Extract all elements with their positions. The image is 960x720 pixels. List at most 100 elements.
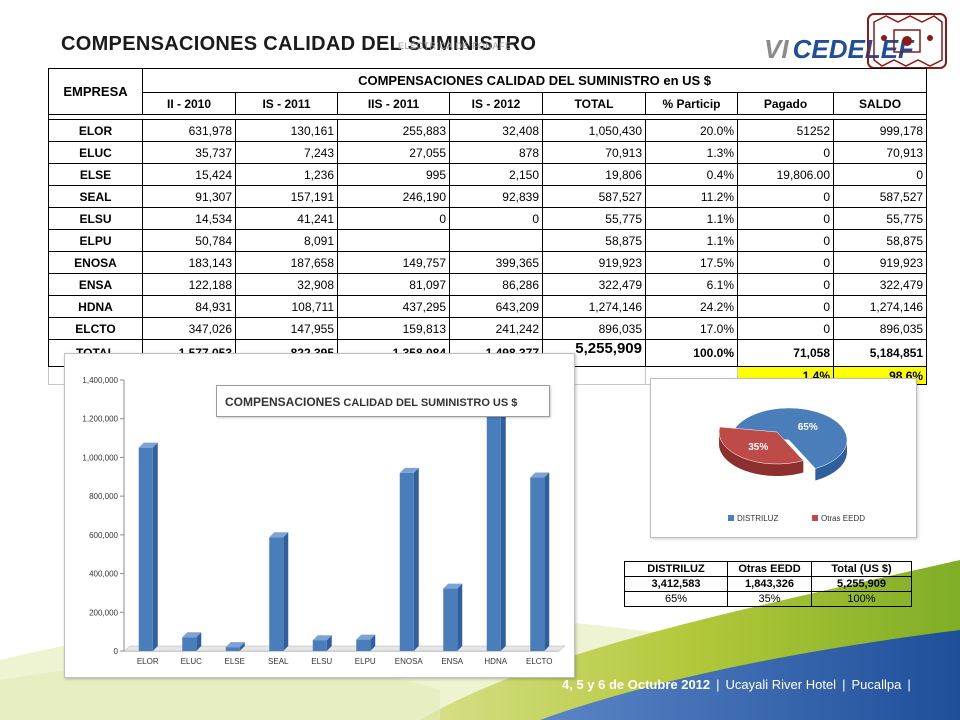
value-cell-c2: 147,955 — [235, 317, 338, 340]
y-tick-label: 200,000 — [89, 608, 118, 617]
value-cell-c1: 14,534 — [142, 207, 236, 230]
legend-swatch — [728, 515, 734, 521]
value-cell-c2: 130,161 — [235, 119, 338, 142]
value-cell-saldo: 0 — [832, 163, 928, 186]
bar-top — [312, 635, 332, 641]
summary-percent-row: 65% 35% 100% — [624, 591, 912, 607]
value-cell-pct: 11.2% — [645, 185, 738, 208]
value-cell-c2: 1,236 — [235, 163, 338, 186]
value-cell-c1: 91,307 — [142, 185, 236, 208]
empresa-cell: ELSU — [48, 207, 143, 230]
value-cell-pagado: 0 — [737, 229, 834, 252]
value-cell-c4: 2,150 — [449, 163, 543, 186]
value-cell-saldo: 587,527 — [832, 185, 928, 208]
empresa-cell: ELCTO — [48, 317, 143, 340]
table-row: ELUC 35,737 7,243 27,055 878 70,913 1.3% 0 70,91… — [48, 141, 928, 164]
bar-ensa — [443, 588, 458, 651]
x-tick-label: ELSE — [225, 657, 245, 666]
value-cell-total: 58,875 — [542, 229, 646, 252]
value-cell-c3: 437,295 — [337, 295, 450, 318]
value-cell-saldo: 896,035 — [832, 317, 928, 340]
bar-enosa — [399, 472, 414, 651]
bar-side — [239, 642, 245, 651]
y-tick-label: 600,000 — [89, 531, 118, 540]
bar-hdna — [486, 404, 501, 651]
value-cell-saldo: 58,875 — [832, 229, 928, 252]
x-tick-label: ENOSA — [395, 657, 424, 666]
bar-side — [152, 442, 158, 651]
value-cell-c2: 32,908 — [235, 273, 338, 296]
value-cell-pagado: 0 — [737, 141, 834, 164]
col-header: TOTAL — [542, 92, 646, 115]
value-cell-c3 — [337, 229, 450, 252]
pie-slice-otras-eedd — [718, 426, 804, 465]
header-group: COMPENSACIONES CALIDAD DEL SUMINISTRO en… — [141, 68, 928, 93]
empresa-cell: ELPU — [48, 229, 143, 252]
pie-value-label: 35% — [748, 442, 768, 453]
empresa-cell: ENSA — [48, 273, 143, 296]
summary-value: 3,412,583 — [624, 576, 728, 592]
bar-side — [326, 635, 332, 651]
value-cell-saldo: 999,178 — [832, 119, 928, 142]
value-cell-pagado: 0 — [737, 207, 834, 230]
value-cell-saldo: 70,913 — [832, 141, 928, 164]
pie-chart: 65% 35% DISTRILUZ Otras EEDD — [718, 407, 865, 523]
bar-side — [370, 634, 376, 651]
summary-header: Otras EEDD — [727, 561, 812, 577]
value-cell-c4: 241,242 — [449, 317, 543, 340]
emblem-icon — [867, 13, 947, 69]
summary-value: 1,843,326 — [727, 576, 812, 592]
value-cell-c4: 92,839 — [449, 185, 543, 208]
table-row: ENSA 122,188 32,908 81,097 86,286 322,479 6.1%… — [48, 273, 928, 296]
bar-side — [283, 532, 289, 651]
value-cell-c3: 246,190 — [337, 185, 450, 208]
x-tick-label: SEAL — [268, 657, 289, 666]
legend-label: Otras EEDD — [821, 514, 865, 523]
summary-value: 5,255,909 — [811, 576, 912, 592]
footer-city: Pucallpa — [851, 677, 902, 692]
bar-top — [138, 442, 158, 448]
value-cell-pct: 6.1% — [645, 273, 738, 296]
value-cell-pct: 20.0% — [645, 119, 738, 142]
bar-top — [530, 472, 550, 478]
value-cell-c1: 631,978 — [142, 119, 236, 142]
col-header: IS - 2011 — [235, 92, 338, 115]
empresa-cell: ENOSA — [48, 251, 143, 274]
x-tick-label: ELCTO — [526, 657, 553, 666]
bar-side — [413, 467, 419, 651]
value-cell-total: 19,806 — [542, 163, 646, 186]
value-cell-c1: 35,737 — [142, 141, 236, 164]
bar-top — [225, 642, 245, 648]
value-cell-pct: 1.3% — [645, 141, 738, 164]
value-cell-c4: 399,365 — [449, 251, 543, 274]
bar-title-b: CALIDAD DEL SUMINISTRO US $ — [340, 397, 518, 409]
value-cell-pct: 24.2% — [645, 295, 738, 318]
bar-title-a: COMPENSACIONES — [225, 395, 341, 409]
bar-elor — [138, 447, 153, 651]
bar-side — [544, 472, 550, 651]
slide-title: COMPENSACIONES CALIDAD DEL SUMINISTRO — [61, 33, 537, 55]
compensaciones-table: EMPRESA COMPENSACIONES CALIDAD DEL SUMIN… — [47, 68, 928, 385]
y-tick-label: 400,000 — [89, 570, 118, 579]
y-tick-label: 1,400,000 — [82, 376, 118, 385]
y-tick-label: 800,000 — [89, 492, 118, 501]
x-tick-label: ELOR — [137, 657, 159, 666]
summary-percent: 100% — [811, 591, 912, 607]
value-cell-pct: 0.4% — [645, 163, 738, 186]
pie-slice-distriluz — [731, 407, 848, 469]
table-row: ELCTO 347,026 147,955 159,813 241,242 896,035… — [48, 317, 928, 340]
empresa-cell: SEAL — [48, 185, 143, 208]
value-cell-saldo: 322,479 — [832, 273, 928, 296]
x-tick-label: ELSU — [311, 657, 332, 666]
value-cell-total: 322,479 — [542, 273, 646, 296]
value-cell-c1: 50,784 — [142, 229, 236, 252]
value-cell-c2: 108,711 — [235, 295, 338, 318]
value-cell-c3: 995 — [337, 163, 450, 186]
footer: 4, 5 y 6 de Octubre 2012 | Ucayali River H… — [562, 677, 917, 692]
value-cell-saldo: 919,923 — [832, 251, 928, 274]
value-cell-c1: 347,026 — [142, 317, 236, 340]
column-header-row: II - 2010 IS - 2011 IIS - 2011 IS - 2012… — [49, 92, 928, 115]
y-tick-label: 0 — [114, 647, 119, 656]
total-cell-pagado: 71,058 — [737, 339, 834, 367]
footer-date: 4, 5 y 6 de Octubre 2012 — [562, 677, 711, 692]
